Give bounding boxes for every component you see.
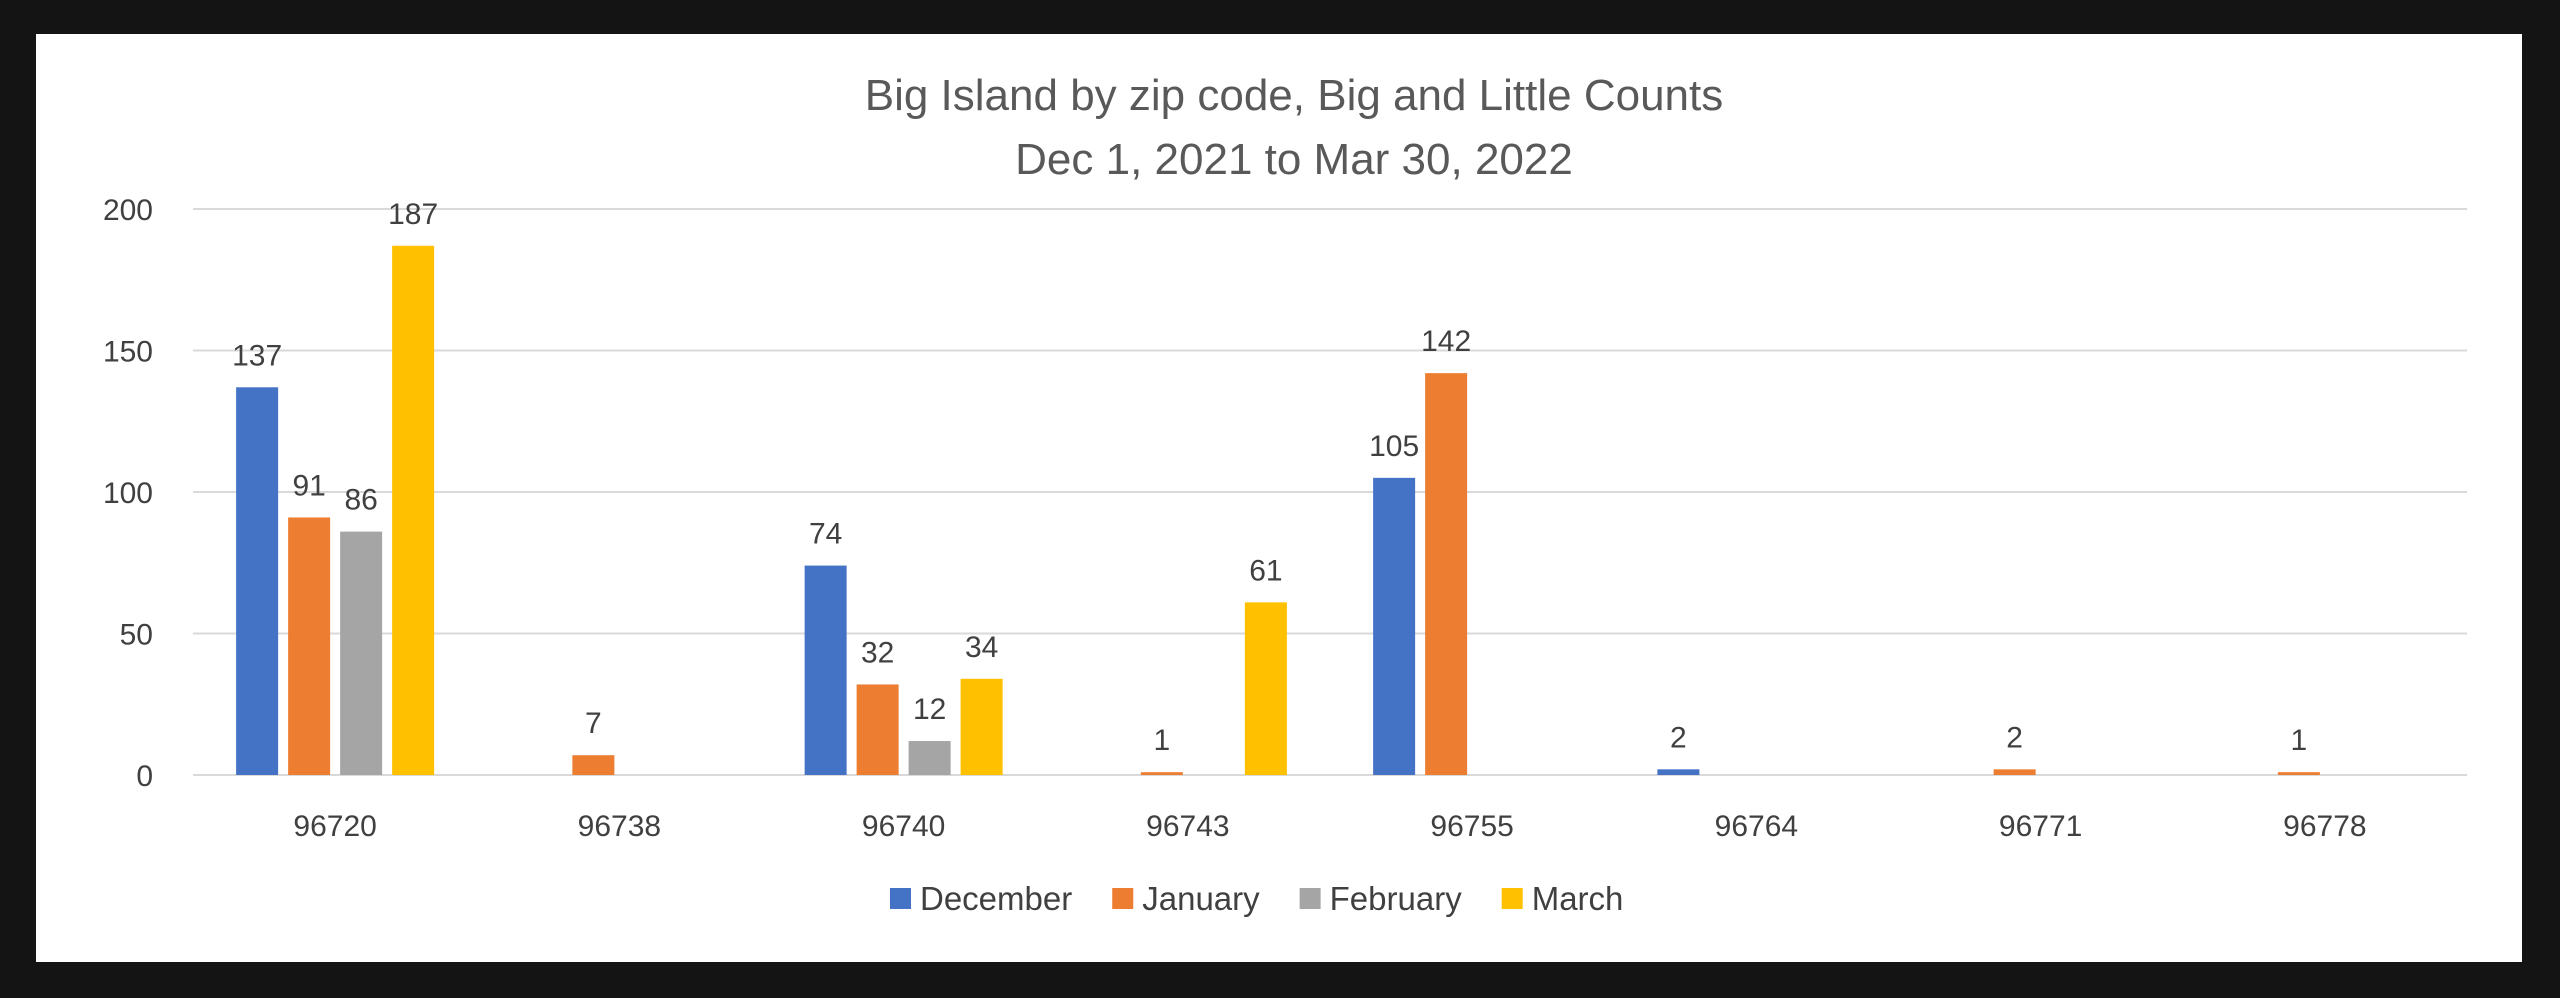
bar-march-96720	[392, 245, 435, 776]
data-label: 86	[344, 484, 377, 517]
axis-ticks: 0 50 100 150 200 96720 96738 96740 96743 96755 967…	[103, 194, 2367, 843]
data-label: 1	[2291, 724, 2308, 757]
x-tick-label: 96720	[293, 810, 376, 843]
data-label: 187	[388, 198, 438, 231]
legend-swatch-january	[1112, 888, 1134, 909]
chart-subtitle: Dec 1, 2021 to Mar 30, 2022	[1015, 135, 1573, 184]
bar-march-96743	[1244, 602, 1287, 775]
y-tick-label: 150	[103, 336, 153, 369]
x-tick-label: 96740	[862, 810, 945, 843]
bar-january-96743	[1140, 772, 1183, 775]
y-tick-label: 50	[120, 619, 153, 652]
chart-card	[36, 34, 2522, 962]
data-label: 1	[1154, 724, 1171, 757]
legend-label: February	[1330, 880, 1463, 917]
y-tick-label: 200	[103, 194, 153, 227]
data-label: 32	[861, 636, 894, 669]
x-tick-label: 96738	[578, 810, 661, 843]
x-tick-label: 96771	[1999, 810, 2082, 843]
y-tick-label: 100	[103, 477, 153, 510]
bar-december-96755	[1373, 477, 1416, 775]
data-label: 61	[1249, 554, 1282, 587]
x-tick-label: 96764	[1715, 810, 1798, 843]
bar-january-96720	[288, 517, 331, 775]
bar-january-96778	[2277, 772, 2320, 775]
legend-label: March	[1532, 880, 1624, 917]
data-label: 2	[1670, 721, 1687, 754]
bar-december-96720	[236, 387, 279, 775]
bar-december-96740	[804, 565, 847, 775]
data-label: 12	[913, 693, 946, 726]
data-label: 91	[292, 469, 325, 502]
bar-march-96740	[960, 678, 1003, 775]
legend: December January February March	[890, 880, 1623, 917]
data-label: 74	[809, 518, 842, 551]
bar-february-96720	[340, 531, 383, 775]
data-label: 2	[2006, 721, 2023, 754]
legend-swatch-march	[1501, 888, 1523, 909]
gridlines	[193, 208, 2467, 776]
bar-january-96740	[856, 684, 899, 775]
legend-swatch-february	[1299, 888, 1321, 909]
y-tick-label: 0	[136, 760, 153, 793]
data-label: 137	[232, 339, 282, 372]
legend-label: January	[1142, 880, 1260, 917]
x-tick-label: 96778	[2283, 810, 2366, 843]
bar-january-96755	[1425, 373, 1468, 775]
legend-swatch-december	[890, 888, 911, 909]
data-label: 142	[1421, 325, 1471, 358]
data-label: 34	[965, 631, 998, 664]
data-labels: 137 91 86 187 7 74 32 12 34 1 61 105 142 2 2 1	[232, 198, 2307, 757]
bars	[236, 245, 2320, 776]
bar-december-96764	[1657, 769, 1700, 775]
legend-label: December	[920, 880, 1072, 917]
data-label: 7	[585, 707, 602, 740]
chart-title: Big Island by zip code, Big and Little C…	[865, 71, 1724, 120]
bar-january-96771	[1993, 769, 2036, 775]
data-label: 105	[1369, 430, 1419, 463]
x-tick-label: 96743	[1146, 810, 1229, 843]
bar-january-96738	[572, 755, 615, 775]
x-tick-label: 96755	[1430, 810, 1513, 843]
bar-february-96740	[908, 741, 951, 775]
